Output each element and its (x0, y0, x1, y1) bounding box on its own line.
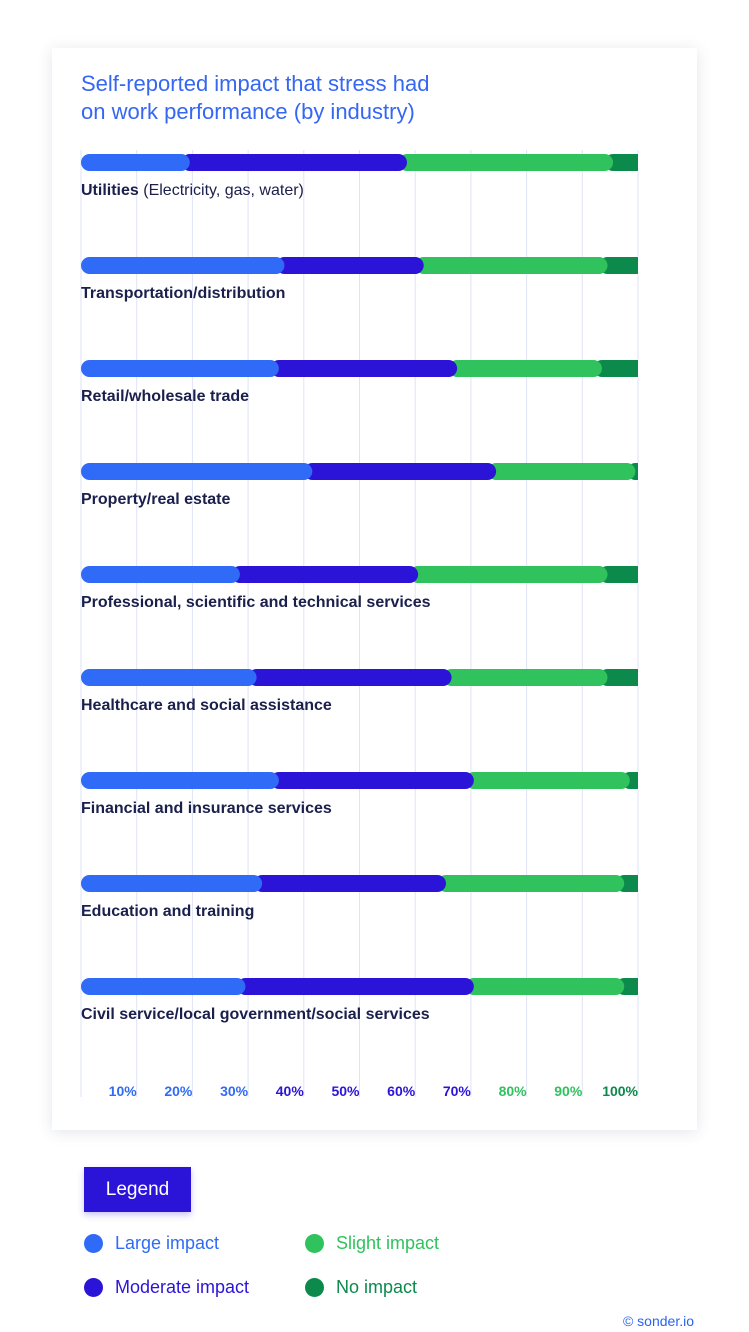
bar-segment-no-impact (599, 257, 647, 274)
bar-end-mask (638, 771, 658, 790)
bar-segment-no-impact (599, 566, 647, 583)
bar-segment-moderate-impact (275, 257, 424, 274)
bar-segment-slight-impact (448, 360, 602, 377)
legend-item-slight-impact: Slight impact (305, 1233, 439, 1254)
bar-segment-large-impact (81, 875, 263, 892)
legend-label: Large impact (115, 1233, 220, 1253)
x-tick-label: 60% (387, 1083, 416, 1099)
bar-segment-large-impact (81, 463, 313, 480)
x-tick-label: 20% (164, 1083, 193, 1099)
bar-segment-slight-impact (443, 669, 608, 686)
category-label: Property/real estate (81, 491, 231, 508)
category-label-bold: Property/real estate (81, 491, 231, 508)
legend-heading: Legend (84, 1167, 191, 1212)
category-label-bold: Transportation/distribution (81, 285, 285, 302)
chart-card (52, 48, 697, 1130)
bar-segment-slight-impact (409, 566, 608, 583)
x-tick-label: 10% (109, 1083, 138, 1099)
bar-end-mask (638, 153, 658, 172)
category-label: Retail/wholesale trade (81, 388, 249, 405)
bar-segment-slight-impact (437, 875, 625, 892)
chart-title-line-2: on work performance (by industry) (81, 99, 415, 124)
bar-segment-moderate-impact (181, 154, 407, 171)
category-label: Civil service/local government/social se… (81, 1006, 430, 1023)
bar-segment-slight-impact (398, 154, 614, 171)
legend-dot-slight-impact (305, 1234, 324, 1253)
bar-segment-large-impact (81, 566, 240, 583)
legend-label: No impact (336, 1277, 418, 1297)
bar-end-mask (638, 359, 658, 378)
x-tick-label: 90% (554, 1083, 583, 1099)
legend-item-no-impact: No impact (305, 1277, 417, 1298)
bar-segment-slight-impact (465, 978, 625, 995)
bar-segment-large-impact (81, 978, 246, 995)
category-label-detail: (Electricity, gas, water) (139, 182, 304, 199)
category-label: Utilities (Electricity, gas, water) (81, 182, 304, 199)
bar-end-mask (638, 565, 658, 584)
legend-dot-large-impact (84, 1234, 103, 1253)
category-label-bold: Retail/wholesale trade (81, 388, 249, 405)
chart-title-line-1: Self-reported impact that stress had (81, 71, 430, 96)
bar-segment-large-impact (81, 669, 257, 686)
category-label-bold: Professional, scientific and technical s… (81, 594, 431, 611)
legend-dot-moderate-impact (84, 1278, 103, 1297)
category-label-bold: Healthcare and social assistance (81, 697, 332, 714)
bar-segment-large-impact (81, 257, 285, 274)
category-label: Education and training (81, 903, 254, 920)
x-tick-label: 50% (331, 1083, 360, 1099)
x-tick-label: 70% (443, 1083, 472, 1099)
category-label-bold: Civil service/local government/social se… (81, 1006, 430, 1023)
bar-segment-large-impact (81, 360, 279, 377)
bar-segment-no-impact (604, 154, 647, 171)
bar-segment-no-impact (593, 360, 647, 377)
bar-end-mask (638, 668, 658, 687)
bar-segment-slight-impact (465, 772, 630, 789)
bar-segment-moderate-impact (303, 463, 497, 480)
bar-segment-slight-impact (487, 463, 636, 480)
category-label: Transportation/distribution (81, 285, 285, 302)
legend-label: Moderate impact (115, 1277, 250, 1297)
x-tick-label: 80% (499, 1083, 528, 1099)
bar-segment-no-impact (599, 669, 647, 686)
legend-item-moderate-impact: Moderate impact (84, 1277, 249, 1298)
category-label-bold: Utilities (81, 182, 139, 199)
bar-segment-slight-impact (415, 257, 608, 274)
sonder-credit[interactable]: © sonder.io (622, 1313, 694, 1329)
bar-segment-moderate-impact (236, 978, 474, 995)
category-label-bold: Education and training (81, 903, 254, 920)
bar-segment-moderate-impact (231, 566, 419, 583)
bar-segment-moderate-impact (270, 360, 458, 377)
bar-segment-moderate-impact (248, 669, 452, 686)
legend-item-large-impact: Large impact (84, 1233, 219, 1254)
bar-end-mask (638, 256, 658, 275)
bar-segment-large-impact (81, 154, 190, 171)
bar-end-mask (638, 874, 658, 893)
x-tick-label: 100% (602, 1083, 638, 1099)
bar-end-mask (638, 462, 658, 481)
category-label: Healthcare and social assistance (81, 697, 332, 714)
category-label: Financial and insurance services (81, 800, 332, 817)
bar-end-mask (638, 977, 658, 996)
x-tick-label: 40% (276, 1083, 305, 1099)
legend-dot-no-impact (305, 1278, 324, 1297)
chart-title: Self-reported impact that stress had on … (81, 70, 541, 126)
category-label: Professional, scientific and technical s… (81, 594, 431, 611)
category-label-bold: Financial and insurance services (81, 800, 332, 817)
legend-label: Slight impact (336, 1233, 440, 1253)
bar-segment-moderate-impact (253, 875, 446, 892)
x-tick-label: 30% (220, 1083, 249, 1099)
bar-segment-moderate-impact (270, 772, 474, 789)
bar-segment-large-impact (81, 772, 279, 789)
